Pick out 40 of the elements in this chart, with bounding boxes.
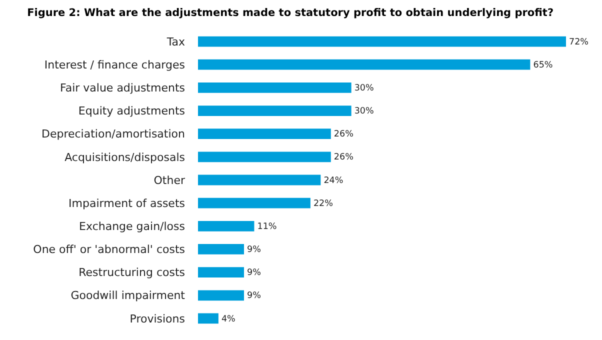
data-label: 72% [569,37,589,48]
y-tick-label: Impairment of assets [68,196,186,210]
bar [198,244,244,254]
bar [198,106,352,116]
y-tick-label: Depreciation/amortisation [41,128,186,141]
data-label: 65% [533,60,553,70]
bar [198,59,530,70]
chart-title: Figure 2: What are the adjustments made to statutory profit to obtain underlying profit? [27,6,554,19]
bar [198,152,331,162]
y-tick-label: One off' or 'abnormal' costs [33,243,186,256]
y-tick-label: Interest / finance charges [44,58,186,72]
bar [198,220,254,232]
data-label: 24% [324,176,344,186]
data-label: 22% [313,198,333,209]
y-tick-label: Acquisitions/disposals [64,150,186,164]
y-tick-label: Equity adjustments [78,104,186,118]
data-label: 26% [334,152,354,163]
data-label: 11% [257,222,277,232]
y-tick-label: Other [154,174,186,187]
y-tick-label: Restructuring costs [78,266,186,280]
bar [198,174,321,186]
data-label: 9% [247,245,261,256]
y-tick-label: Goodwill impairment [70,289,186,302]
y-tick-label: Tax [166,35,186,48]
data-label: 26% [334,130,354,140]
data-label: 30% [354,106,374,117]
bar [198,36,566,47]
bar [198,128,331,140]
bar [198,82,352,93]
data-label: 4% [221,314,236,324]
data-label: 9% [247,268,261,278]
bar [198,198,310,208]
y-tick-label: Fair value adjustments [60,82,186,95]
bar [198,313,218,324]
data-label: 9% [247,291,261,302]
bar [198,267,244,278]
data-label: 30% [354,83,374,94]
y-tick-label: Exchange gain/loss [79,220,186,233]
y-tick-label: Provisions [130,312,186,326]
bar [198,290,244,301]
